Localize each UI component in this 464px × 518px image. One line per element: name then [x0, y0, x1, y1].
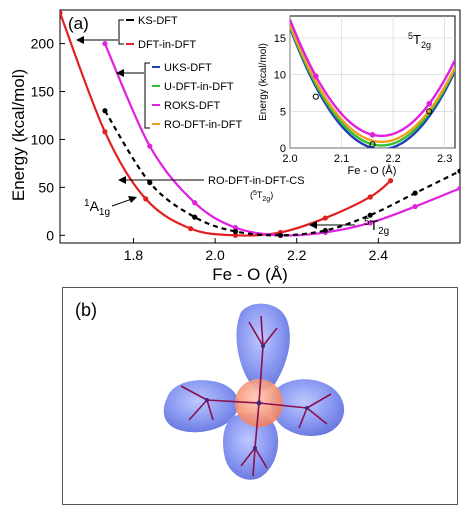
inset-series-uks-dft	[290, 27, 455, 148]
main-x-tick-label: 2.0	[205, 247, 225, 263]
main-y-tick-label: 150	[31, 84, 55, 100]
panel-b-molecule: (b)	[62, 287, 458, 505]
main-y-tick-label: 0	[46, 227, 54, 243]
legend-group-1: KS-DFT DFT-in-DFT	[76, 15, 196, 51]
data-point	[367, 212, 373, 218]
data-point	[426, 100, 433, 107]
data-point	[60, 10, 63, 16]
legend-label-ro-dft-in-dft: RO-DFT-in-DFT	[164, 119, 242, 131]
inset-series-line	[290, 27, 455, 148]
data-point	[232, 232, 239, 238]
data-point	[457, 168, 460, 174]
data-point	[412, 190, 418, 196]
inset-y-axis-label: Energy (kcal/mol)	[258, 43, 269, 121]
data-point	[369, 132, 376, 138]
svg-text:1A1g: 1A1g	[84, 198, 110, 218]
data-point	[322, 215, 328, 221]
data-point	[312, 93, 319, 100]
inset-y-tick-label: 10	[274, 70, 286, 82]
inset-x-tick-label: 2.1	[334, 153, 349, 165]
data-point	[369, 141, 376, 148]
state-label-5t2g-main: 5T2g	[309, 217, 389, 237]
inset-y-tick-label: 5	[280, 106, 286, 118]
main-plot-area	[59, 9, 461, 244]
data-point	[412, 203, 418, 210]
series-roks-dft	[102, 40, 460, 238]
data-point	[192, 214, 198, 220]
inset-series-u-dft-in-dft	[290, 25, 455, 147]
inset-series-roks-dft	[290, 19, 455, 138]
panel-a-label: (a)	[68, 14, 89, 33]
data-point	[367, 220, 373, 226]
series-dft-in-dft	[60, 10, 394, 238]
data-point	[192, 200, 198, 206]
data-point	[232, 225, 239, 231]
data-point	[102, 108, 108, 114]
data-point	[322, 227, 328, 234]
main-y-tick-label: 200	[31, 36, 55, 52]
main-y-tick-label: 100	[31, 131, 55, 147]
inset-x-tick-label: 2.0	[282, 153, 297, 165]
data-point	[367, 194, 373, 200]
data-point	[102, 40, 108, 47]
legend-label-dft-in-dft: DFT-in-DFT	[138, 39, 196, 51]
data-point	[232, 228, 239, 235]
state-label-1a1g: 1A1g	[84, 196, 137, 218]
molecular-bonds	[180, 315, 332, 477]
main-x-tick-label: 2.4	[369, 247, 389, 263]
atoms	[205, 344, 309, 450]
inset-x-axis-label: Fe - O (Å)	[348, 164, 397, 177]
inset-series-ks-dft	[312, 93, 433, 148]
inset-y-tick-label: 0	[280, 143, 286, 155]
data-point	[312, 73, 319, 79]
data-point	[147, 143, 153, 149]
inset-series-line	[290, 25, 455, 147]
main-y-tick-label: 50	[38, 179, 54, 195]
inset-x-tick-label: 2.2	[385, 153, 400, 165]
main-x-tick-label: 1.8	[124, 247, 144, 263]
series-ro-dft-in-dft-cs	[102, 108, 460, 238]
molecule-isosurface: (b)	[75, 300, 345, 480]
inset-x-tick-label: 2.3	[437, 153, 452, 165]
legend-label-uks: UKS-DFT	[164, 62, 212, 74]
main-x-tick-label: 2.2	[287, 247, 307, 263]
data-point	[388, 178, 394, 184]
data-point	[143, 196, 149, 202]
legend-label-ks: KS-DFT	[138, 15, 178, 27]
annotation-cs-label: RO-DFT-in-DFT-CS	[208, 175, 305, 187]
data-point	[426, 108, 433, 115]
inset-y-tick-label: 15	[274, 33, 286, 45]
main-y-axis-label: Energy (kcal/mol)	[9, 69, 28, 201]
legend-label-roks: ROKS-DFT	[164, 100, 221, 112]
data-point	[188, 226, 194, 232]
data-point	[147, 179, 153, 186]
panel-b-label: (b)	[75, 300, 97, 320]
main-x-axis-label: Fe - O (Å)	[212, 265, 288, 284]
data-point	[102, 129, 108, 135]
legend-group-2: UKS-DFT U-DFT-in-DFT ROKS-DFT RO-DFT-in-…	[116, 62, 242, 131]
svg-text:5T2g: 5T2g	[364, 217, 389, 237]
data-point	[277, 232, 284, 238]
legend-label-u-dft-in-dft: U-DFT-in-DFT	[164, 81, 234, 93]
data-point	[457, 185, 460, 191]
inset-title-5t2g: 5T2g	[408, 31, 431, 50]
annotation-cs-state: (5T2g)	[250, 190, 273, 203]
series-line	[103, 110, 460, 237]
